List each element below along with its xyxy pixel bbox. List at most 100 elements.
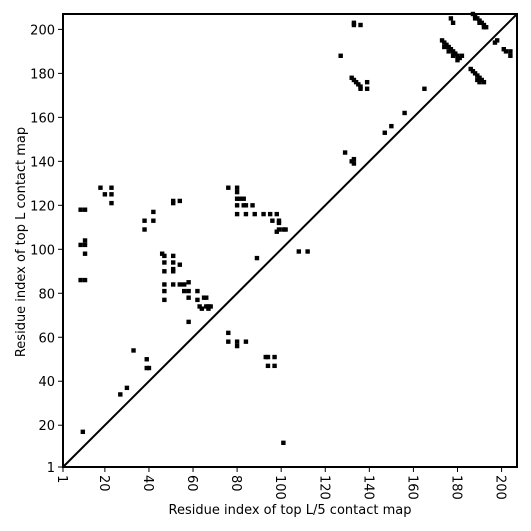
x-tick-label: 60 bbox=[184, 475, 199, 492]
contact-point-lower bbox=[206, 306, 211, 311]
contact-point-upper bbox=[353, 79, 359, 85]
y-tick-label: 80 bbox=[38, 287, 55, 302]
contact-point-upper bbox=[364, 79, 370, 85]
contact-point-lower bbox=[250, 203, 255, 208]
contact-point-lower bbox=[276, 220, 282, 226]
contact-point-lower bbox=[265, 354, 271, 360]
plot-frame bbox=[62, 13, 518, 468]
contact-point-lower bbox=[177, 282, 183, 287]
contact-point-lower bbox=[276, 218, 282, 223]
contact-point-lower bbox=[82, 207, 88, 212]
contact-point-upper bbox=[442, 44, 447, 50]
contact-point-upper bbox=[481, 79, 487, 85]
contact-point-upper bbox=[468, 66, 473, 72]
y-tick-label: 100 bbox=[30, 243, 55, 258]
contact-point-lower bbox=[186, 280, 191, 285]
y-tick-label: 140 bbox=[30, 155, 55, 170]
x-tick-label: 1 bbox=[54, 475, 69, 483]
contact-point-lower bbox=[102, 192, 108, 197]
contact-point-lower bbox=[151, 218, 156, 223]
contact-point-lower bbox=[274, 229, 279, 234]
contact-point-lower bbox=[265, 363, 271, 369]
contact-point-lower bbox=[283, 227, 288, 232]
contact-point-lower bbox=[170, 260, 176, 265]
contact-point-lower bbox=[162, 297, 167, 303]
contact-point-upper bbox=[508, 53, 513, 58]
contact-point-lower bbox=[142, 227, 147, 232]
contact-point-lower bbox=[243, 203, 249, 208]
contact-point-lower bbox=[270, 218, 275, 223]
contact-point-lower bbox=[274, 211, 279, 217]
contact-point-upper bbox=[351, 20, 357, 25]
contact-point-upper bbox=[459, 53, 465, 58]
contact-point-lower bbox=[162, 253, 167, 259]
x-tick-label: 20 bbox=[96, 475, 111, 492]
contact-point-lower bbox=[162, 260, 167, 265]
y-tick-label: 200 bbox=[30, 23, 55, 38]
x-axis-label: Residue index of top L/5 contact map bbox=[169, 503, 412, 518]
contact-point-upper bbox=[382, 130, 387, 135]
contact-point-upper bbox=[508, 49, 513, 54]
contact-point-upper bbox=[477, 18, 482, 23]
axis-ticks: 1 20 40 60 80 100 120 140 160 180 2001204060801001… bbox=[30, 23, 507, 499]
contact-point-lower bbox=[109, 192, 114, 197]
contact-points bbox=[78, 11, 513, 446]
contact-point-lower bbox=[226, 185, 231, 190]
contact-point-lower bbox=[131, 348, 136, 353]
contact-point-lower bbox=[234, 189, 240, 195]
contact-point-lower bbox=[234, 185, 240, 190]
contact-point-upper bbox=[422, 86, 427, 91]
contact-point-upper bbox=[439, 38, 445, 43]
contact-point-lower bbox=[186, 319, 191, 325]
contact-point-lower bbox=[186, 288, 191, 294]
contact-point-upper bbox=[356, 82, 361, 87]
contact-point-upper bbox=[448, 16, 454, 21]
contact-point-lower bbox=[267, 211, 273, 217]
contact-point-upper bbox=[450, 49, 456, 54]
x-tick-label: 160 bbox=[404, 475, 419, 500]
contact-point-lower bbox=[124, 385, 130, 391]
contact-point-lower bbox=[162, 288, 167, 294]
x-tick-label: 180 bbox=[448, 475, 463, 500]
y-axis-label: Residue index of top L contact map bbox=[14, 127, 29, 357]
contact-point-lower bbox=[82, 251, 88, 256]
y-tick-label: 40 bbox=[38, 375, 55, 390]
contact-point-upper bbox=[455, 57, 460, 63]
contact-point-upper bbox=[450, 53, 456, 58]
contact-point-lower bbox=[109, 185, 114, 190]
contact-point-lower bbox=[281, 227, 286, 232]
contact-point-lower bbox=[237, 196, 242, 201]
contact-point-lower bbox=[177, 198, 183, 204]
contact-point-upper bbox=[358, 86, 363, 91]
contact-point-lower bbox=[118, 392, 123, 397]
contact-point-lower bbox=[272, 363, 277, 369]
contact-point-lower bbox=[234, 203, 240, 208]
contact-point-lower bbox=[78, 242, 83, 248]
contact-point-lower bbox=[82, 242, 88, 248]
x-tick-label: 120 bbox=[316, 475, 331, 500]
contact-point-lower bbox=[177, 262, 183, 267]
contact-point-lower bbox=[78, 277, 83, 283]
contact-point-lower bbox=[182, 288, 187, 294]
contact-point-lower bbox=[151, 209, 156, 215]
contact-point-lower bbox=[296, 249, 302, 254]
contact-point-lower bbox=[226, 330, 231, 336]
y-tick-label: 60 bbox=[38, 331, 55, 346]
contact-point-lower bbox=[78, 207, 83, 212]
contact-point-lower bbox=[146, 365, 152, 371]
y-tick-label: 160 bbox=[30, 111, 55, 126]
x-tick-label: 80 bbox=[228, 475, 243, 492]
contact-point-lower bbox=[197, 304, 202, 309]
contact-point-lower bbox=[243, 211, 249, 217]
contact-point-lower bbox=[109, 200, 114, 206]
contact-point-upper bbox=[364, 86, 370, 91]
x-tick-label: 140 bbox=[360, 475, 375, 500]
contact-point-lower bbox=[142, 218, 147, 223]
contact-point-lower bbox=[199, 306, 205, 311]
contact-point-lower bbox=[195, 288, 200, 294]
contact-point-lower bbox=[281, 440, 286, 446]
contact-point-upper bbox=[402, 110, 407, 116]
contact-point-upper bbox=[477, 20, 482, 25]
contact-point-lower bbox=[226, 339, 231, 344]
